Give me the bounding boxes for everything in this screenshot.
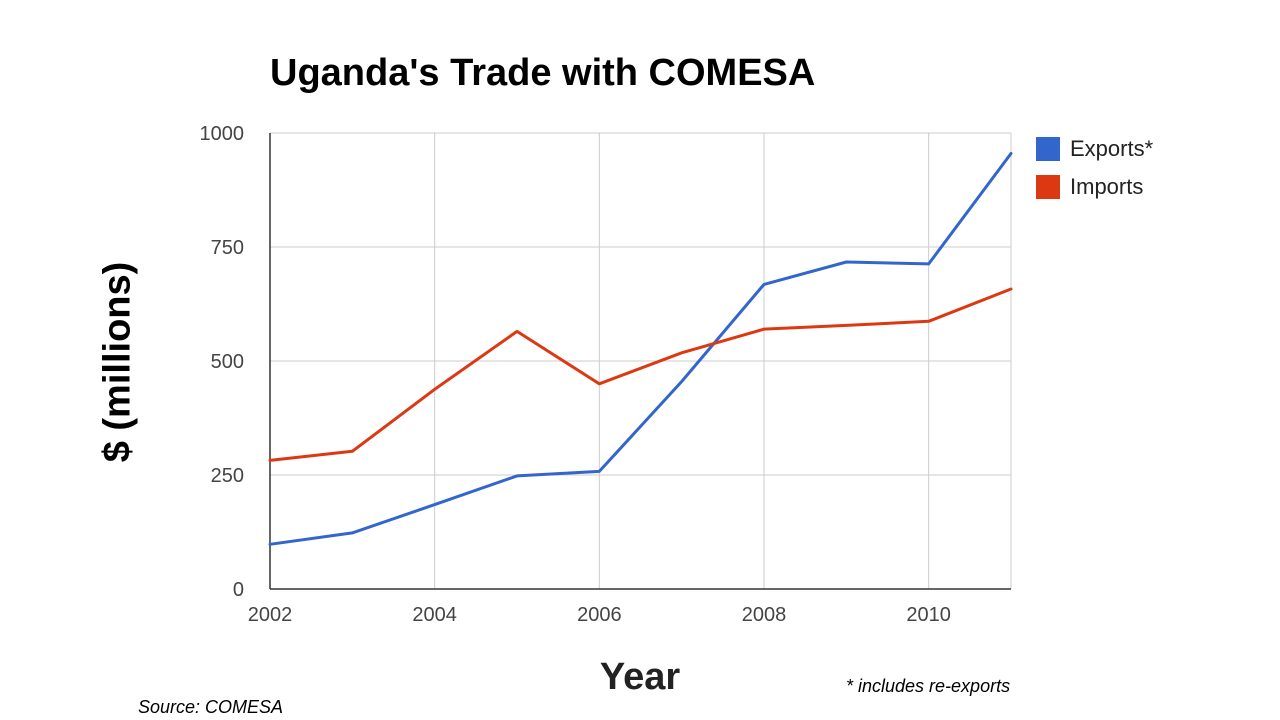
x-tick-label: 2006 <box>577 604 622 626</box>
x-tick-label: 2004 <box>412 604 457 626</box>
axes <box>269 133 1011 590</box>
grid-lines <box>270 132 1012 589</box>
series-line-exports <box>268 152 1013 546</box>
x-tick-label: 2008 <box>742 604 787 626</box>
series-line-imports <box>268 287 1013 462</box>
x-tick-label: 2010 <box>906 604 951 626</box>
legend-label-imports: Imports <box>1070 174 1144 199</box>
footnote: * includes re-exports <box>846 676 1011 696</box>
x-tick-label: 2002 <box>248 604 293 626</box>
y-tick-label: 500 <box>211 351 244 373</box>
tick-labels: 0 250 500 750 1000 2002 2004 2006 2008 2010 <box>200 123 951 626</box>
legend-item-exports: Exports* <box>1036 130 1153 168</box>
legend-label-exports: Exports* <box>1070 136 1154 161</box>
series-lines <box>268 152 1013 546</box>
legend-swatch-exports <box>1036 137 1060 161</box>
x-axis-label: Year <box>599 656 681 698</box>
y-tick-label: 750 <box>211 237 244 259</box>
y-tick-label: 0 <box>233 579 244 601</box>
source-note: Source: COMESA <box>138 697 284 717</box>
legend: Exports* Imports <box>1036 130 1153 206</box>
chart-title: Uganda's Trade with COMESA <box>270 52 816 94</box>
y-tick-label: 1000 <box>200 123 245 145</box>
y-tick-label: 250 <box>211 465 244 487</box>
legend-swatch-imports <box>1036 175 1060 199</box>
legend-item-imports: Imports <box>1036 168 1153 206</box>
